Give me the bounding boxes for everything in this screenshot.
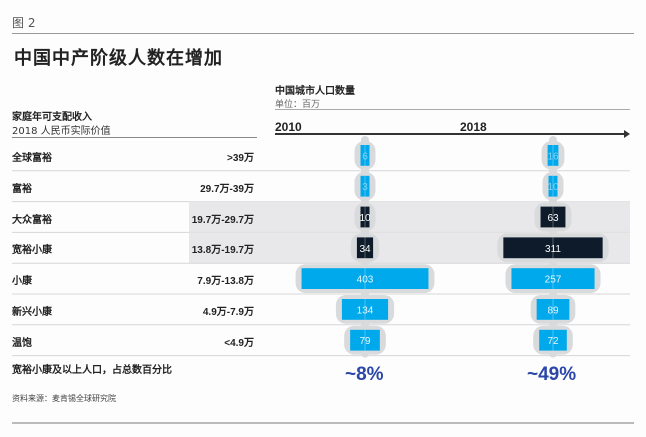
income-range-label: 7.9万-13.8万 [197,276,254,288]
category-label: 新兴小康 [12,307,52,318]
bar-value-label: 89 [547,305,559,316]
bar-value-label: 63 [547,213,559,224]
bar-value-label: 10 [547,182,559,193]
category-label: 全球富裕 [12,153,52,164]
bar-value-label: 257 [545,275,562,286]
chart-title-divider [275,109,630,110]
chart-title: 中国城市人口数量 [275,86,355,97]
bar-value-label: 6 [362,151,368,162]
source-note: 资料来源：麦肯锡全球研究院 [12,394,116,403]
year-2018: 2018 [460,120,487,134]
income-header: 家庭年可支配收入 [12,112,92,123]
bar-value-label: 10 [359,213,371,224]
chart-unit: 单位：百万 [275,100,321,110]
bottom-divider [12,422,634,424]
share-label: 宽裕小康及以上人口，占总数百分比 [12,365,172,376]
bar-value-label: 311 [545,244,561,255]
bar-value-label: 72 [547,336,559,347]
income-range-label: <4.9万 [224,337,254,349]
income-range-label: 13.8万-19.7万 [191,245,254,257]
bar-value-label: 16 [547,151,559,162]
bar-value-label: 79 [359,336,371,347]
share-2010: ~8% [345,364,384,385]
category-label: 温饱 [12,337,32,349]
income-range-label: 19.7万-29.7万 [191,214,254,226]
share-2018: ~49% [527,364,577,385]
income-range-label: 4.9万-7.9万 [202,307,254,318]
bar-value-label: 134 [357,305,374,316]
timeline-arrow [624,130,630,138]
category-label: 宽裕小康 [12,245,52,257]
bar-value-label: 34 [359,244,371,255]
top-divider [12,33,634,34]
figure-label: 图 2 [12,16,36,30]
year-2010: 2010 [275,120,302,134]
income-range-label: >39万 [227,153,254,164]
left-header-divider [12,137,257,138]
category-label: 小康 [12,276,32,288]
bar-value-label: 3 [362,182,368,193]
income-subheader: 2018 人民币实际价值 [12,126,111,137]
page-title: 中国中产阶级人数在增加 [14,48,223,69]
category-label: 大众富裕 [12,214,52,226]
bar-value-label: 403 [357,275,374,286]
income-range-label: 29.7万-39万 [200,183,254,195]
category-label: 富裕 [12,183,32,195]
